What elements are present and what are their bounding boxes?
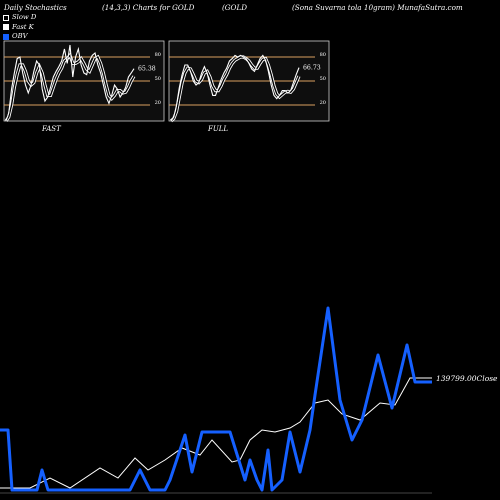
full-panel-label: FULL (208, 125, 229, 133)
fast-panel-label: FAST (42, 125, 61, 133)
chart-legend: Slow D Fast K OBV (3, 13, 36, 42)
full-y-tick-label: 20 (320, 100, 326, 106)
price-close-label: 139799.00Close (436, 374, 498, 383)
obv-swatch (3, 33, 9, 40)
slow-d-swatch (3, 14, 9, 21)
legend-item-slow-d: Slow D (3, 13, 36, 23)
legend-label: Fast K (12, 22, 34, 31)
legend-item-fast-k: Fast K (3, 23, 36, 33)
full-slow-d-line (170, 56, 300, 122)
legend-item-obv: OBV (3, 32, 36, 42)
fast-fast-k-line (5, 44, 135, 122)
fast-k-swatch (3, 24, 9, 31)
chart-description: (Sona Suvarna tola 10gram) MunafaSutra.c… (292, 3, 463, 12)
full-y-tick-label: 50 (320, 76, 326, 82)
legend-label: Slow D (12, 13, 37, 21)
full-y-tick-label: 80 (320, 52, 326, 58)
fast-y-tick-label: 50 (155, 76, 161, 82)
full-fast-k-line (170, 54, 300, 122)
fast-last-value-label: 65.38 (138, 66, 156, 73)
legend-label: OBV (12, 32, 28, 40)
chart-params: (14,3,3) Charts for GOLD (102, 3, 195, 12)
obv-line (0, 306, 432, 492)
chart-symbol: (GOLD (222, 3, 247, 12)
fast-y-tick-label: 80 (155, 52, 161, 58)
chart-title: Daily Stochastics (4, 3, 67, 12)
fast-y-tick-label: 20 (155, 100, 161, 106)
fast-slow-d-line (5, 54, 135, 122)
full-last-value-label: 66.73 (303, 65, 321, 72)
